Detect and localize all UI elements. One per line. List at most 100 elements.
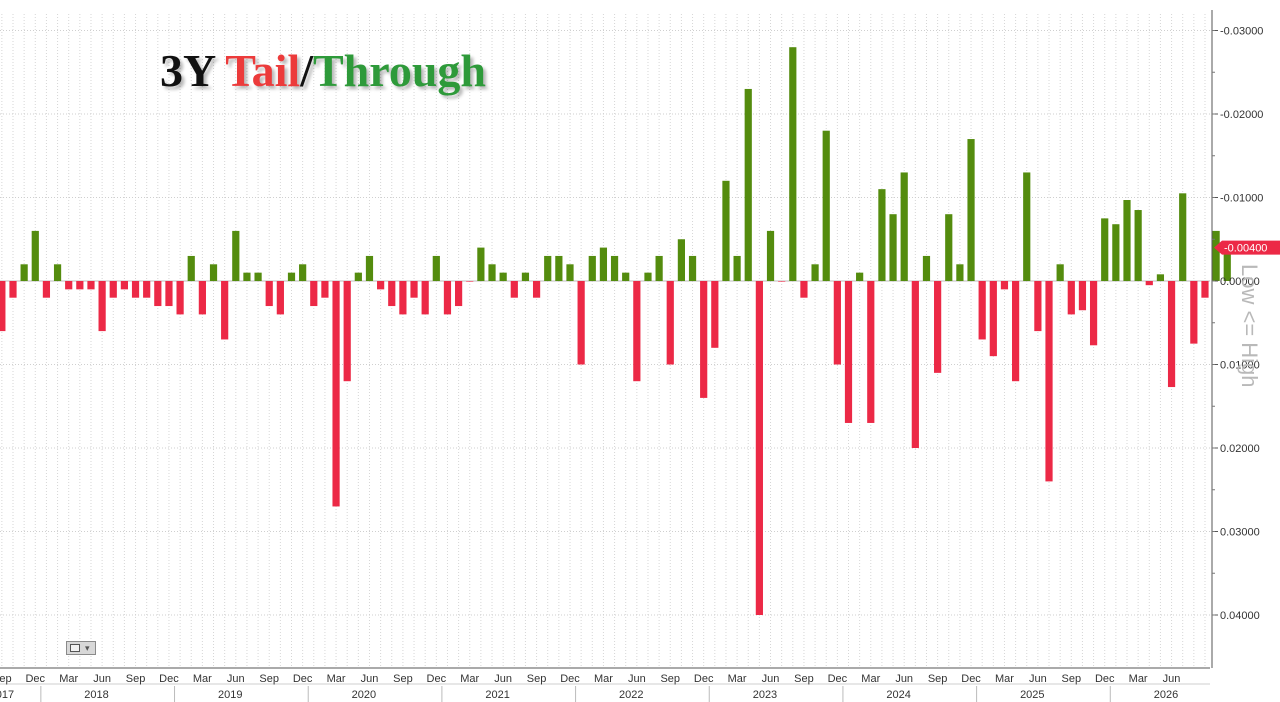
x-month-label: Jun bbox=[93, 673, 111, 685]
chart-options-icon bbox=[70, 644, 80, 652]
bar bbox=[410, 281, 418, 298]
bar bbox=[722, 180, 730, 281]
bar bbox=[154, 281, 162, 307]
bar bbox=[187, 255, 195, 281]
bar bbox=[867, 281, 875, 423]
bar bbox=[1190, 281, 1198, 344]
bar bbox=[610, 255, 619, 281]
chart-options-widget[interactable]: ▾ bbox=[66, 641, 96, 655]
y-tick-label: -0.01000 bbox=[1220, 193, 1263, 205]
bar bbox=[499, 272, 507, 281]
bar bbox=[421, 281, 429, 315]
bar bbox=[1101, 218, 1109, 281]
x-month-label: Sep bbox=[259, 673, 279, 685]
x-year-label: 2017 bbox=[0, 689, 14, 701]
bar bbox=[911, 281, 919, 448]
x-month-label: Dec bbox=[560, 673, 580, 685]
bar bbox=[934, 281, 942, 373]
bar bbox=[1123, 200, 1131, 281]
bar bbox=[844, 281, 853, 423]
bar bbox=[588, 255, 596, 281]
y-tick-label: 0.02000 bbox=[1220, 443, 1260, 455]
bar bbox=[989, 281, 997, 357]
x-month-label: Jun bbox=[628, 673, 646, 685]
bar bbox=[488, 264, 496, 281]
bar bbox=[1212, 230, 1220, 281]
bar bbox=[209, 264, 218, 281]
bar bbox=[76, 281, 84, 290]
title-tail: Tail bbox=[225, 45, 301, 96]
bar bbox=[555, 255, 563, 281]
bar bbox=[343, 281, 351, 382]
bar bbox=[42, 281, 51, 298]
x-month-label: Mar bbox=[327, 673, 346, 685]
x-month-label: Jun bbox=[1029, 673, 1047, 685]
bar bbox=[889, 214, 897, 281]
x-month-label: Dec bbox=[25, 673, 45, 685]
y-tick-label: -0.02000 bbox=[1220, 109, 1263, 121]
bar bbox=[967, 139, 975, 281]
bar bbox=[1112, 224, 1120, 281]
x-month-label: Dec bbox=[694, 673, 714, 685]
x-month-label: Mar bbox=[1129, 673, 1148, 685]
bar bbox=[532, 281, 541, 298]
bar bbox=[566, 264, 574, 281]
bar bbox=[455, 281, 463, 307]
bar bbox=[688, 255, 697, 281]
bar bbox=[131, 281, 140, 298]
y-tick-label: 0.04000 bbox=[1220, 610, 1260, 622]
bar bbox=[956, 264, 964, 281]
y-axis: -0.03000 -0.02000 -0.01000 0.00000 0.01000 0.… bbox=[1211, 10, 1280, 668]
x-month-label: Mar bbox=[594, 673, 613, 685]
bar bbox=[778, 281, 786, 282]
bar bbox=[165, 281, 173, 307]
bar bbox=[622, 272, 630, 281]
x-month-label: Mar bbox=[460, 673, 479, 685]
x-month-label: Jun bbox=[494, 673, 512, 685]
x-year-label: 2024 bbox=[886, 689, 910, 701]
bar bbox=[365, 255, 374, 281]
bar bbox=[109, 281, 117, 298]
bar bbox=[432, 255, 440, 281]
bar bbox=[388, 281, 396, 307]
bar bbox=[677, 239, 685, 281]
bar bbox=[265, 281, 273, 307]
bar bbox=[31, 230, 39, 281]
x-year-label: 2020 bbox=[352, 689, 376, 701]
x-month-label: Mar bbox=[861, 673, 880, 685]
bar bbox=[466, 281, 474, 282]
bar bbox=[243, 272, 251, 281]
bar bbox=[98, 281, 106, 332]
title-through: Through bbox=[313, 45, 487, 96]
x-month-label: Sep bbox=[1062, 673, 1082, 685]
bar bbox=[65, 281, 73, 290]
bar bbox=[800, 281, 808, 298]
bar bbox=[811, 264, 819, 281]
x-month-label: Sep bbox=[393, 673, 413, 685]
bar bbox=[287, 272, 296, 281]
bar bbox=[755, 281, 763, 615]
last-value-marker bbox=[1214, 240, 1280, 255]
axis-direction-note: Low <= High bbox=[1237, 264, 1262, 388]
bar bbox=[143, 281, 151, 298]
x-year-label: 2018 bbox=[84, 689, 108, 701]
bar bbox=[176, 281, 184, 315]
bar bbox=[1000, 281, 1009, 290]
bar bbox=[1078, 281, 1087, 311]
y-tick-label: 0.01000 bbox=[1220, 360, 1260, 372]
x-month-label: Jun bbox=[227, 673, 245, 685]
x-month-label: Mar bbox=[193, 673, 212, 685]
x-year-label: 2019 bbox=[218, 689, 242, 701]
bar bbox=[477, 247, 485, 281]
chart-title: 3Y Tail/Through bbox=[160, 44, 486, 97]
title-prefix: 3Y bbox=[160, 45, 226, 96]
last-value-label: -0.00400 bbox=[1214, 240, 1280, 255]
y-tick-label: 0.00000 bbox=[1220, 276, 1260, 288]
bar bbox=[655, 255, 663, 281]
x-month-label: Jun bbox=[1163, 673, 1181, 685]
x-month-label: Mar bbox=[995, 673, 1014, 685]
bar bbox=[354, 272, 362, 281]
bar bbox=[1167, 281, 1176, 388]
bar bbox=[1134, 210, 1142, 281]
